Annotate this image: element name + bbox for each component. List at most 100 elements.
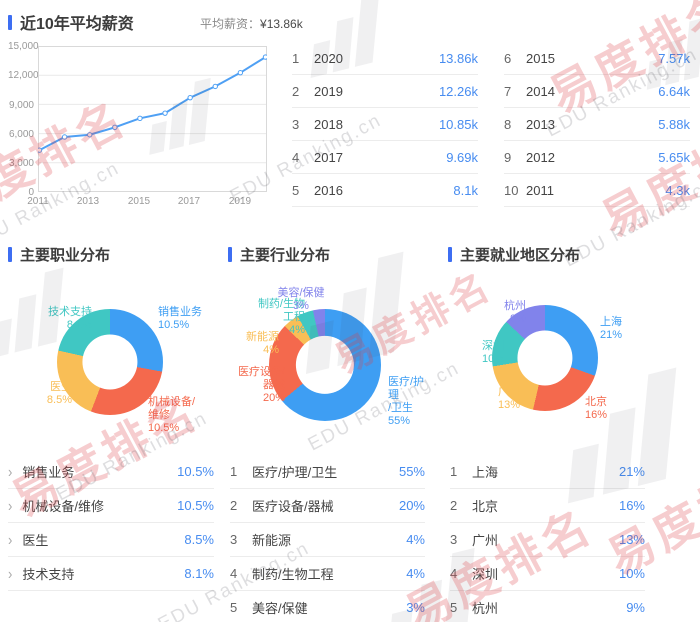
item-value: 20% <box>398 498 425 513</box>
list-item[interactable]: 3 新能源 4% <box>230 523 425 557</box>
average-salary: 平均薪资：¥13.86k <box>200 15 303 32</box>
item-rank: 4 <box>450 566 458 581</box>
table-row[interactable]: 4 2017 9.69k <box>292 141 478 174</box>
item-rank: 1 <box>230 464 238 479</box>
list-item[interactable]: 2 医疗设备/器械 20% <box>230 489 425 523</box>
item-value: 9% <box>626 600 645 615</box>
item-label: 医疗设备/器械 <box>252 499 334 514</box>
item-value: 8.5% <box>184 532 214 547</box>
row-year: 2020 <box>314 50 343 66</box>
table-row[interactable]: 2 2019 12.26k <box>292 75 478 108</box>
table-row[interactable]: 1 2020 13.86k <box>292 42 478 75</box>
donut-hole <box>82 334 138 390</box>
donut-label-hangzhou: 杭州 9% <box>504 300 526 325</box>
item-value: 21% <box>618 464 645 479</box>
region-donut-chart: 上海 21% 北京 16% 广州 13% 深圳 10% 杭州 9% <box>440 265 685 455</box>
item-value: 4% <box>406 532 425 547</box>
donut-label-medical-devices: 医疗设备/ 器械 20% <box>237 366 285 404</box>
row-value: 5.65k <box>658 149 690 165</box>
item-value: 8.1% <box>184 566 214 581</box>
donut-label-sales: 销售业务 10.5% <box>158 306 202 331</box>
row-value: 5.88k <box>658 116 690 132</box>
row-year: 2011 <box>526 182 554 198</box>
item-label: 制药/生物工程 <box>252 567 334 582</box>
table-row[interactable]: 9 2012 5.65k <box>504 141 690 174</box>
item-value: 4% <box>406 566 425 581</box>
table-row[interactable]: 10 2011 4.3k <box>504 174 690 207</box>
list-item[interactable]: › 医生 8.5% <box>8 523 214 557</box>
row-rank: 10 <box>504 182 519 198</box>
list-item[interactable]: 4 深圳 10% <box>450 557 645 591</box>
row-year: 2019 <box>314 83 343 99</box>
list-item[interactable]: 5 美容/保健 3% <box>230 591 425 622</box>
y-tick-label: 15,000 <box>8 41 39 52</box>
occupation-donut-chart: 销售业务 10.5% 机械设备/ 维修 10.5% 医生 8.5% 技术支持 8.1% <box>0 265 215 455</box>
table-row[interactable]: 6 2015 7.57k <box>504 42 690 75</box>
donut-label-guangzhou: 广州 13% <box>497 386 520 411</box>
list-item[interactable]: 1 上海 21% <box>450 455 645 489</box>
row-value: 9.69k <box>446 149 478 165</box>
row-value: 12.26k <box>438 83 478 99</box>
list-item[interactable]: 1 医疗/护理/卫生 55% <box>230 455 425 489</box>
donut-hole <box>295 335 355 395</box>
average-salary-label: 平均薪资： <box>200 17 261 31</box>
chevron-right-icon: › <box>8 530 13 549</box>
list-item[interactable]: 2 北京 16% <box>450 489 645 523</box>
row-rank: 8 <box>504 116 512 132</box>
x-tick-label: 2019 <box>228 196 252 207</box>
item-value: 13% <box>618 532 645 547</box>
donut-label-beijing: 北京 16% <box>585 396 608 421</box>
table-row[interactable]: 7 2014 6.64k <box>504 75 690 108</box>
row-value: 10.85k <box>438 116 478 132</box>
row-rank: 5 <box>292 182 300 198</box>
donut-label-machinery: 机械设备/ 维修 10.5% <box>148 396 196 434</box>
list-item[interactable]: 5 杭州 9% <box>450 591 645 622</box>
list-item[interactable]: 4 制药/生物工程 4% <box>230 557 425 591</box>
region-title: 主要就业地区分布 <box>460 246 581 264</box>
list-item[interactable]: › 销售业务 10.5% <box>8 455 214 489</box>
industry-title: 主要行业分布 <box>240 246 331 264</box>
item-value: 55% <box>398 464 425 479</box>
donut-label-beauty: 美容/保健 3% <box>277 287 325 312</box>
row-year: 2016 <box>314 182 343 198</box>
item-rank: 5 <box>450 600 458 615</box>
row-rank: 9 <box>504 149 512 165</box>
item-rank: 5 <box>230 600 238 615</box>
row-year: 2013 <box>526 116 555 132</box>
table-row[interactable]: 5 2016 8.1k <box>292 174 478 207</box>
list-item[interactable]: 3 广州 13% <box>450 523 645 557</box>
donut-label-shenzhen: 深圳 10% <box>481 340 504 365</box>
item-rank: 3 <box>450 532 458 547</box>
y-tick-label: 12,000 <box>8 70 39 81</box>
salary-trend-title: 近10年平均薪资 <box>20 16 134 33</box>
occupation-section: 主要职业分布 销售业务 10.5% 机械设备/ 维修 10.5% 医生 8.5% 技术… <box>0 243 215 591</box>
x-tick-label: 2011 <box>27 196 49 207</box>
list-item[interactable]: › 技术支持 8.1% <box>8 557 214 591</box>
table-row[interactable]: 8 2013 5.88k <box>504 108 690 141</box>
item-label: 销售业务 <box>22 465 75 480</box>
salary-line-chart <box>36 46 269 192</box>
salary-table-left-column: 1 2020 13.86k 2 2019 12.26k 3 2018 10.85k 4 201… <box>292 42 478 207</box>
y-tick-label: 0 <box>28 187 34 198</box>
item-rank: 3 <box>230 532 238 547</box>
region-list: 1 上海 21% 2 北京 16% 3 广州 13% 4 深圳 10% 5 杭州 9% <box>450 455 645 622</box>
row-value: 7.57k <box>658 50 690 66</box>
row-value: 8.1k <box>453 182 478 198</box>
item-label: 美容/保健 <box>252 601 308 616</box>
title-accent-bar <box>8 246 12 262</box>
donut-label-medical-care: 医疗/护理 /卫生 55% <box>388 376 425 427</box>
list-item[interactable]: › 机械设备/维修 10.5% <box>8 489 214 523</box>
item-value: 10% <box>618 566 645 581</box>
x-tick-label: 2015 <box>127 196 151 207</box>
line-chart-svg <box>36 46 269 192</box>
donut-label-new-energy: 新能源 4% <box>246 331 279 356</box>
chevron-right-icon: › <box>8 564 13 583</box>
title-accent-bar <box>448 246 452 262</box>
industry-section: 主要行业分布 医疗/护理 /卫生 55% 医疗设备/ 器械 20% 新能源 4% 制药… <box>220 243 435 622</box>
table-row[interactable]: 3 2018 10.85k <box>292 108 478 141</box>
x-tick-label: 2013 <box>76 196 100 207</box>
row-year: 2014 <box>526 83 555 99</box>
average-salary-value: ¥13.86k <box>260 17 303 31</box>
